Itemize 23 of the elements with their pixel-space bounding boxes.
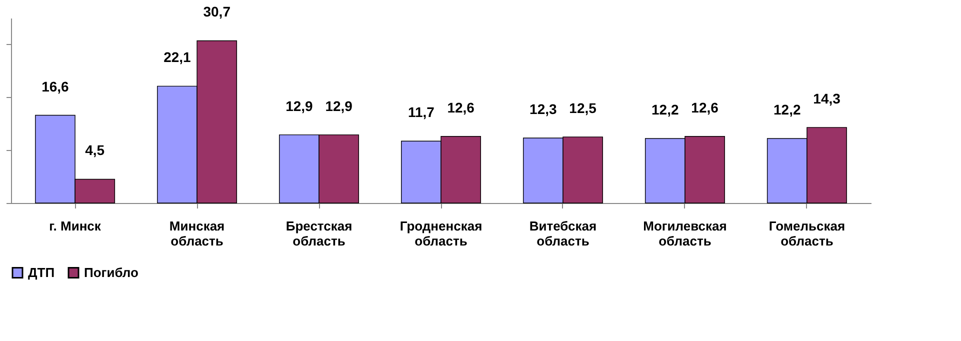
- legend-label: Погибло: [84, 264, 138, 280]
- data-label: 16,6: [42, 78, 70, 94]
- data-label: 12,9: [325, 98, 353, 114]
- data-label: 12,3: [530, 100, 557, 117]
- x-tick-label: Витебская область: [529, 218, 597, 248]
- x-tick-label: Могилевская область: [643, 218, 727, 248]
- data-label: 12,5: [569, 100, 597, 116]
- x-tick-label: Брестская область: [286, 218, 352, 248]
- x-tick-label: Гродненская область: [400, 218, 482, 248]
- data-label: 4,5: [85, 142, 105, 158]
- data-label: 12,6: [447, 99, 475, 116]
- x-tick-label: Гомельская область: [768, 218, 846, 248]
- x-tick-label: Минская область: [169, 218, 225, 248]
- data-label: 12,2: [652, 102, 679, 118]
- data-label: 22,1: [164, 49, 192, 66]
- x-tick-label: г. Минск: [49, 218, 102, 234]
- data-label: 12,2: [774, 102, 801, 118]
- data-label: 11,7: [408, 104, 435, 120]
- data-label: 30,7: [203, 4, 231, 20]
- data-label: 12,6: [691, 99, 719, 116]
- data-label: 14,3: [813, 90, 841, 106]
- legend-label: ДТП: [28, 264, 55, 280]
- data-label: 12,9: [286, 98, 314, 114]
